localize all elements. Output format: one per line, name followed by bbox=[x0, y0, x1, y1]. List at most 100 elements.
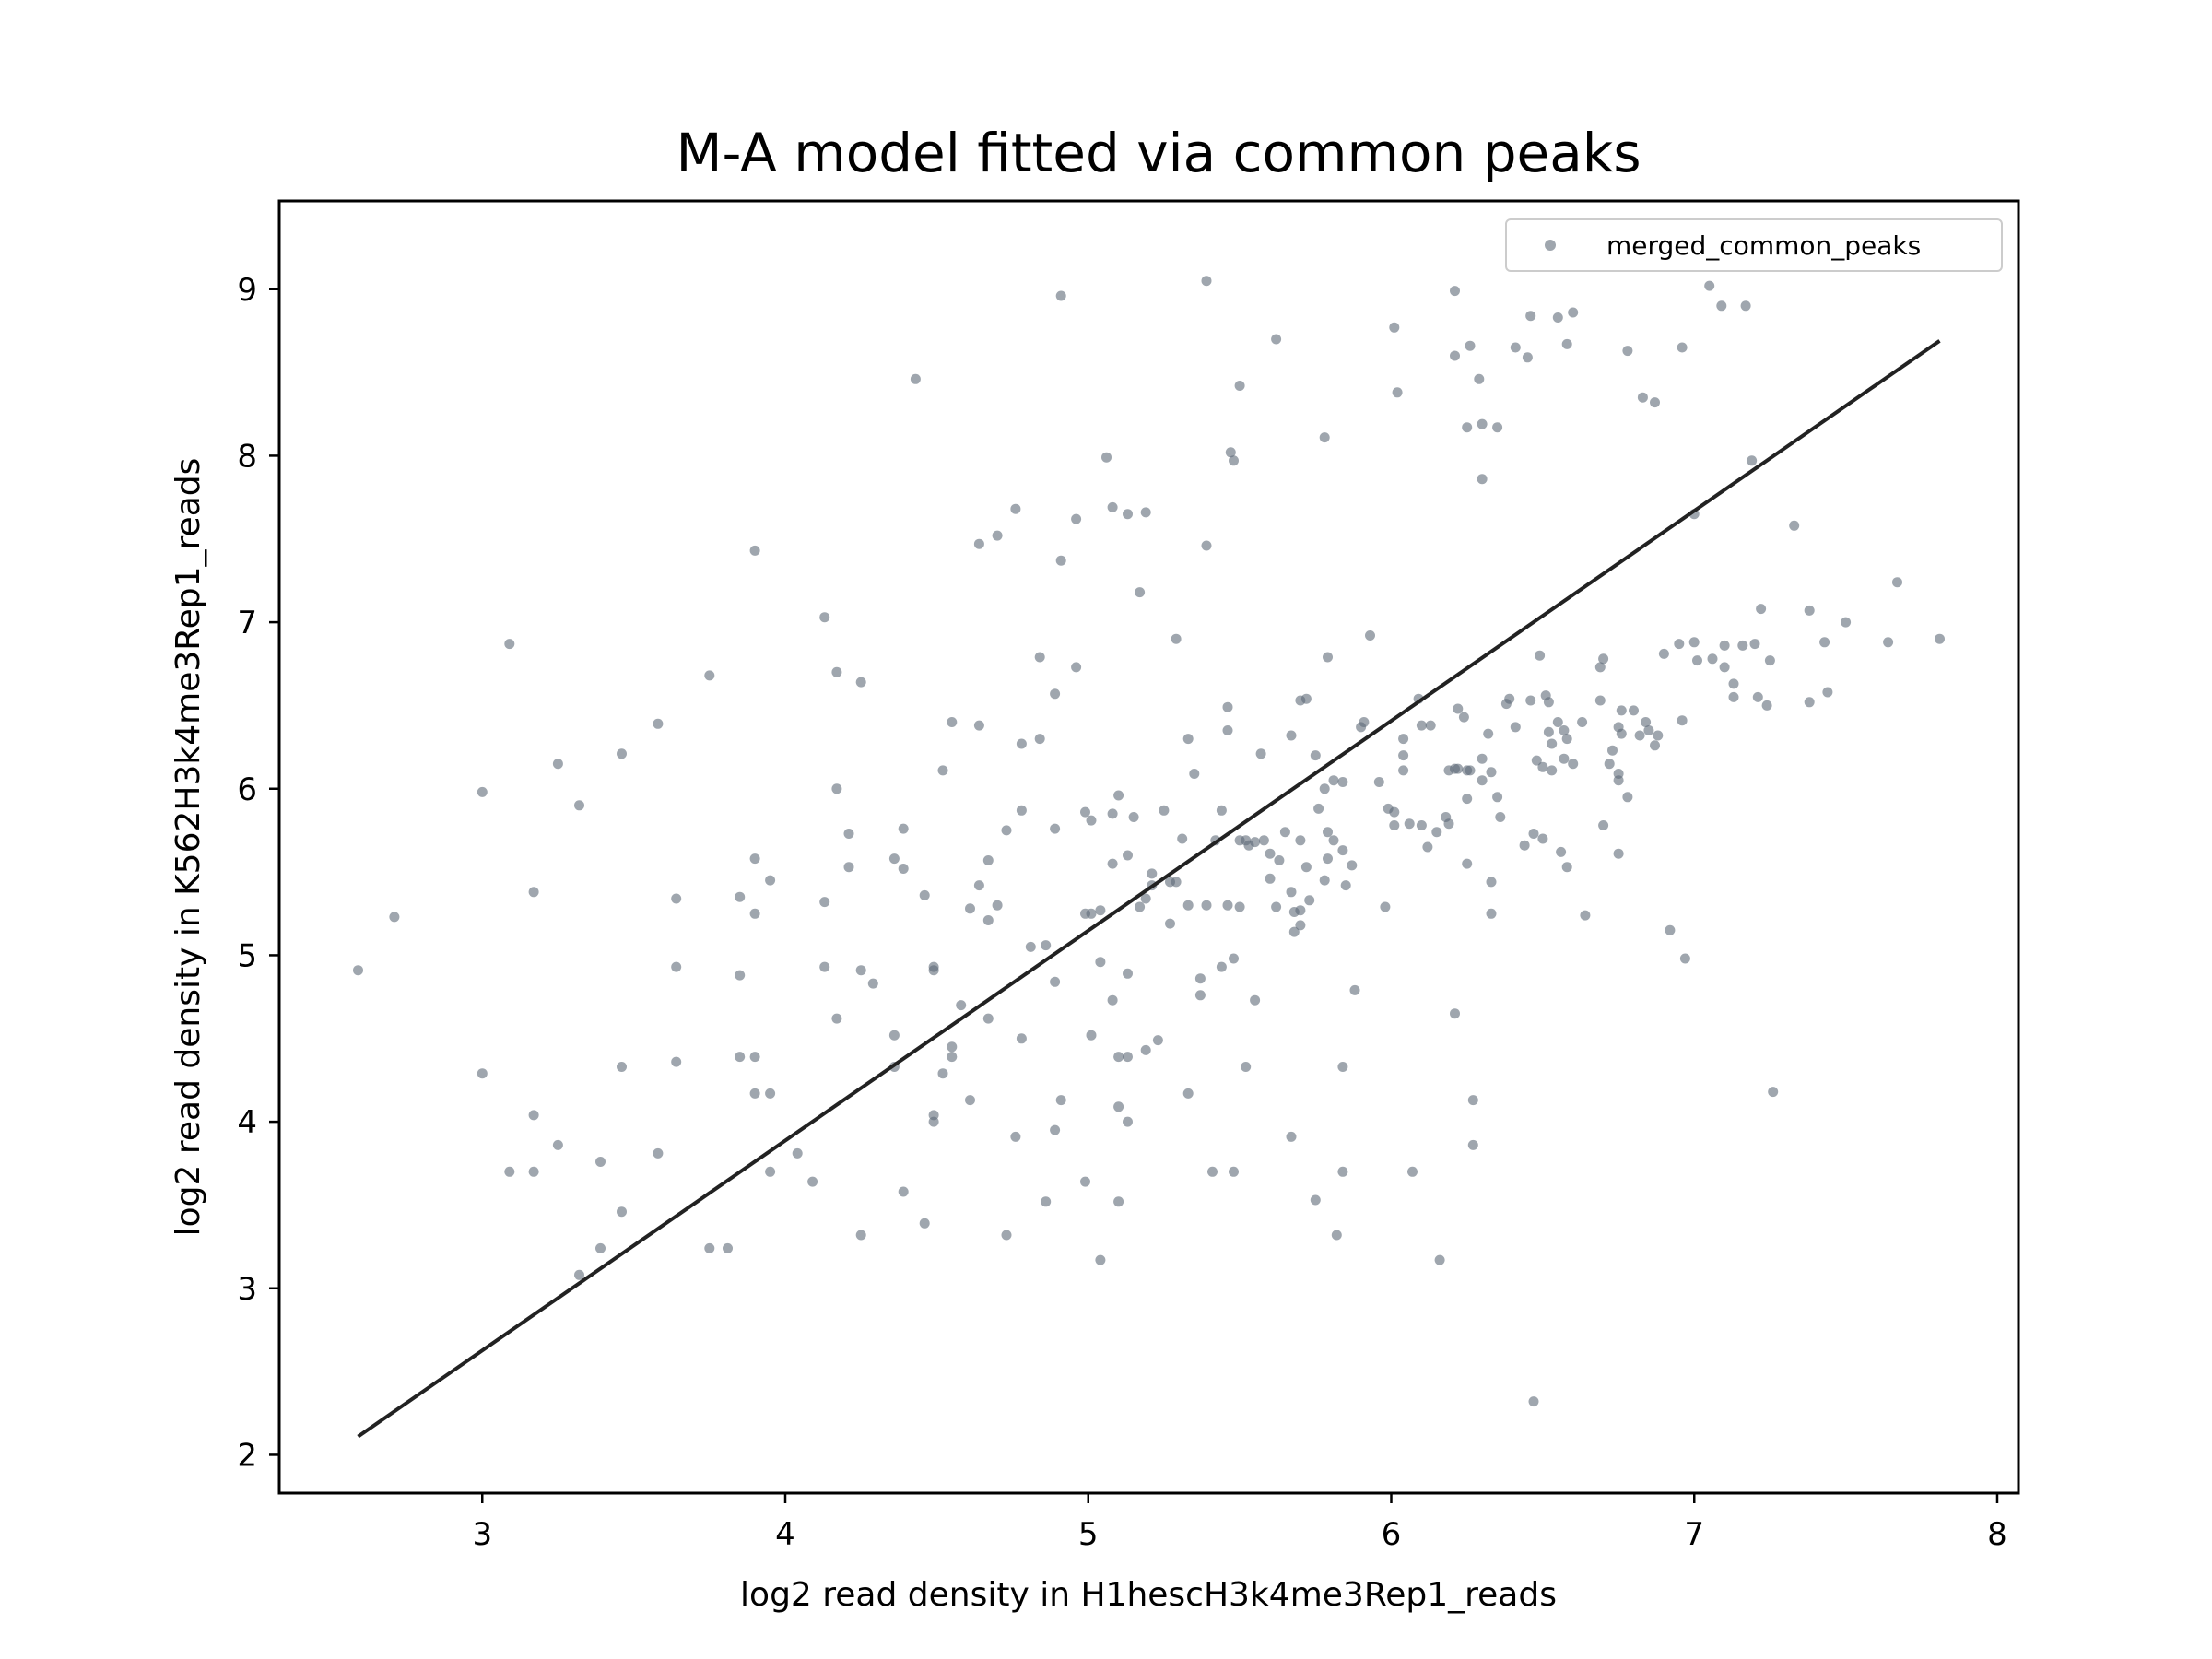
scatter-point bbox=[1462, 794, 1473, 805]
scatter-point bbox=[1531, 755, 1542, 766]
scatter-point bbox=[595, 1157, 606, 1167]
scatter-point bbox=[735, 891, 746, 902]
scatter-point bbox=[1328, 835, 1339, 846]
scatter-point bbox=[1704, 280, 1715, 291]
scatter-point bbox=[1453, 703, 1464, 714]
scatter-point bbox=[1465, 340, 1476, 351]
scatter-point bbox=[1177, 833, 1188, 844]
scatter-point bbox=[1080, 806, 1090, 818]
scatter-point bbox=[1288, 926, 1300, 937]
scatter-point bbox=[1050, 1124, 1061, 1135]
scatter-point bbox=[1229, 953, 1239, 964]
scatter-point bbox=[1034, 734, 1045, 745]
scatter-point bbox=[1528, 829, 1539, 839]
scatter-point bbox=[1086, 815, 1097, 826]
scatter-point bbox=[1095, 957, 1106, 968]
y-tick-label: 2 bbox=[237, 1437, 257, 1474]
scatter-point bbox=[1641, 717, 1652, 727]
scatter-point bbox=[1492, 422, 1503, 433]
y-tick-label: 9 bbox=[237, 272, 257, 309]
scatter-point bbox=[1398, 734, 1409, 745]
scatter-point bbox=[992, 530, 1003, 541]
scatter-point bbox=[1265, 848, 1276, 859]
scatter-point bbox=[617, 748, 627, 759]
scatter-point bbox=[1716, 300, 1727, 312]
scatter-point bbox=[704, 670, 715, 681]
scatter-point bbox=[1250, 994, 1261, 1006]
plot-area bbox=[353, 255, 1945, 1439]
scatter-point bbox=[353, 965, 363, 976]
scatter-point bbox=[1323, 827, 1333, 838]
scatter-point bbox=[1123, 509, 1133, 520]
x-axis-label: log2 read density in H1hescH3k4me3Rep1_r… bbox=[740, 1576, 1557, 1614]
scatter-point bbox=[898, 864, 909, 874]
scatter-point bbox=[504, 639, 515, 650]
scatter-point bbox=[855, 677, 866, 688]
scatter-point bbox=[1653, 730, 1664, 741]
scatter-point bbox=[1643, 725, 1654, 735]
axes-frame bbox=[277, 199, 2020, 1495]
scatter-point bbox=[831, 666, 842, 677]
scatter-point bbox=[1041, 940, 1052, 951]
scatter-point bbox=[1182, 1088, 1194, 1099]
fit-line bbox=[357, 339, 1941, 1439]
scatter-point bbox=[1650, 397, 1660, 408]
scatter-point bbox=[671, 961, 682, 972]
scatter-point bbox=[1295, 920, 1306, 931]
x-tick-label: 7 bbox=[1684, 1516, 1704, 1553]
scatter-point bbox=[1274, 855, 1285, 865]
scatter-point bbox=[1159, 805, 1170, 816]
scatter-point bbox=[937, 765, 948, 776]
scatter-point bbox=[1123, 1116, 1133, 1127]
scatter-point bbox=[973, 880, 984, 891]
scatter-point bbox=[1598, 820, 1609, 830]
scatter-point bbox=[1841, 617, 1852, 628]
scatter-point bbox=[1450, 350, 1460, 361]
scatter-point bbox=[1107, 808, 1118, 819]
scatter-point bbox=[1250, 837, 1261, 848]
scatter-point bbox=[1050, 976, 1061, 987]
scatter-point bbox=[1152, 1035, 1163, 1046]
scatter-point bbox=[1650, 740, 1660, 751]
scatter-point bbox=[1398, 765, 1409, 776]
scatter-point bbox=[1568, 759, 1579, 770]
scatter-point bbox=[1365, 630, 1375, 641]
scatter-point bbox=[1688, 637, 1700, 648]
x-tick-label: 4 bbox=[775, 1516, 795, 1553]
scatter-point bbox=[1416, 720, 1427, 731]
scatter-point bbox=[1613, 775, 1624, 786]
scatter-point bbox=[1719, 662, 1730, 673]
scatter-point bbox=[1113, 1101, 1124, 1112]
scatter-point bbox=[1556, 846, 1567, 857]
scatter-point bbox=[1189, 769, 1200, 779]
scatter-point bbox=[1535, 650, 1546, 661]
scatter-point bbox=[735, 1052, 746, 1063]
scatter-point bbox=[1547, 765, 1558, 776]
scatter-point bbox=[819, 897, 830, 908]
scatter-point bbox=[1458, 712, 1469, 723]
x-tick-label: 3 bbox=[472, 1516, 492, 1553]
scatter-point bbox=[1756, 604, 1767, 615]
scatter-point bbox=[653, 1147, 664, 1159]
scatter-point bbox=[765, 875, 776, 886]
scatter-point bbox=[1580, 910, 1591, 921]
scatter-point bbox=[1761, 700, 1772, 711]
scatter-point bbox=[1300, 693, 1312, 704]
scatter-point bbox=[1113, 1052, 1124, 1063]
scatter-point bbox=[888, 853, 900, 865]
scatter-point bbox=[1486, 877, 1497, 888]
scatter-point bbox=[1222, 900, 1233, 911]
scatter-point bbox=[1425, 720, 1436, 731]
scatter-point bbox=[1465, 765, 1476, 776]
scatter-point bbox=[1822, 687, 1833, 698]
scatter-point bbox=[1594, 695, 1606, 706]
scatter-point bbox=[477, 786, 488, 797]
scatter-point bbox=[1404, 818, 1415, 830]
scatter-point bbox=[947, 1041, 958, 1053]
scatter-point bbox=[1789, 520, 1800, 531]
scatter-point bbox=[1095, 905, 1106, 916]
scatter-point bbox=[1086, 908, 1097, 919]
scatter-point bbox=[1135, 587, 1146, 598]
scatter-point bbox=[1483, 728, 1494, 739]
chart-title: M-A model fitted via common peaks bbox=[676, 122, 1641, 184]
